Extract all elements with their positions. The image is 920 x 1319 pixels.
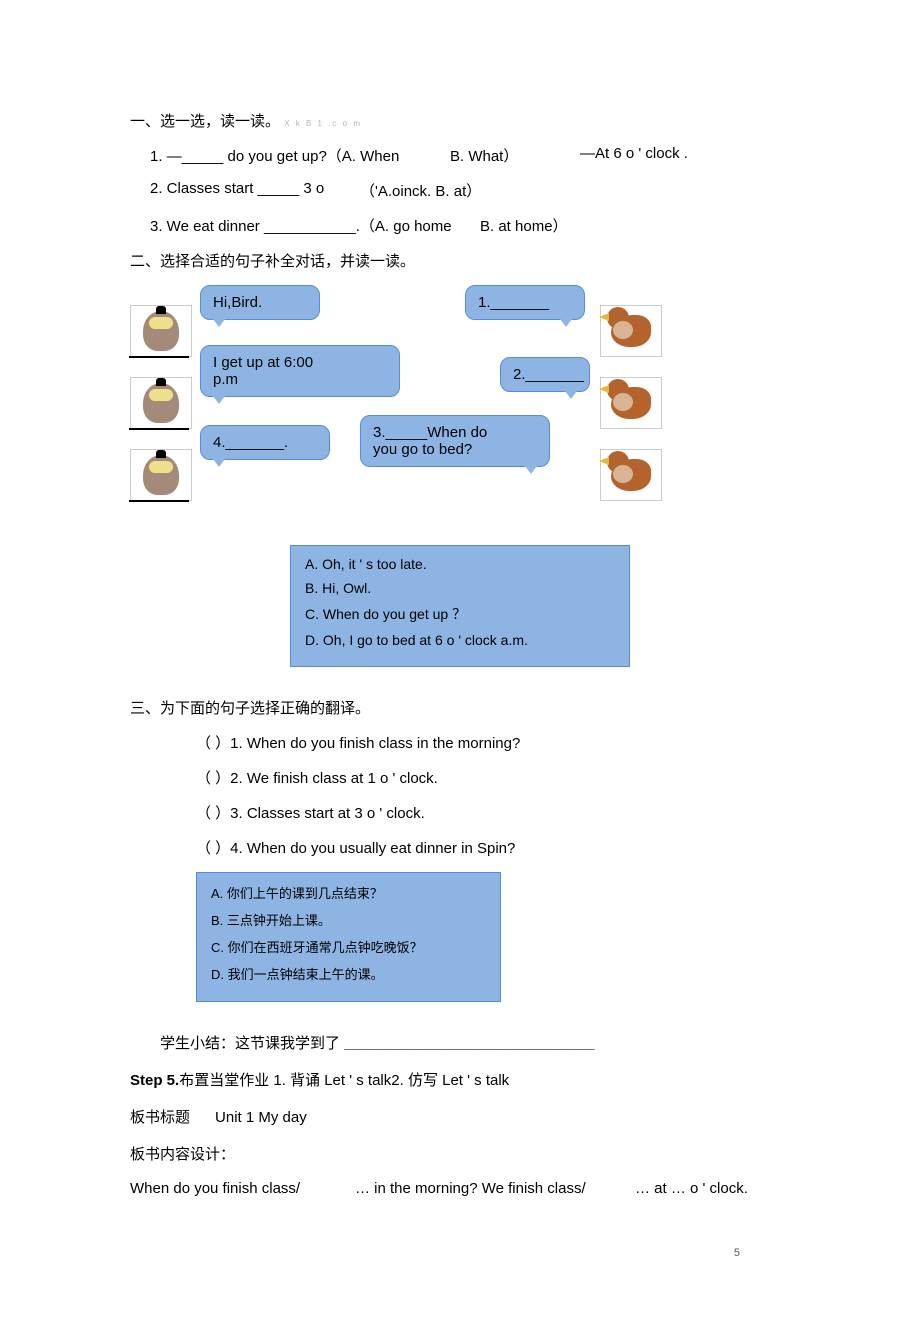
step5-line: Step 5.布置当堂作业 1. 背诵 Let ' s talk2. 仿写 Le… [130, 1069, 790, 1090]
dialogue-option-d: D. Oh, I go to bed at 6 o ' clock a.m. [305, 632, 615, 648]
q3-line: 3. We eat dinner ___________.（A. go home… [130, 215, 790, 236]
bubble-bird-1-text: 1._______ [478, 294, 549, 311]
dialogue-option-b: B. Hi, Owl. [305, 580, 615, 596]
owl-avatar-1 [130, 305, 192, 357]
translation-options-box: A. 你们上午的课到几点结束？ B. 三点钟开始上课。 C. 你们在西班牙通常几… [196, 872, 501, 1002]
bubble-owl-1: Hi,Bird. [200, 285, 320, 320]
trans-q3: （ ）3. Classes start at 3 o ' clock. [196, 802, 790, 823]
bubble-owl-3-text: 4._______. [213, 434, 288, 451]
page-number: 5 [130, 1247, 790, 1259]
section1-title: 一、选一选，读一读。 [130, 113, 280, 130]
board-design-label: 板书内容设计： [130, 1143, 790, 1164]
trans-q4: （ ）4. When do you usually eat dinner in … [196, 837, 790, 858]
bubble-owl-2-line2: p.m [213, 371, 387, 388]
trans-option-d: D. 我们一点钟结束上午的课。 [211, 964, 486, 983]
board-title-label: 板书标题 [130, 1109, 190, 1126]
bubble-bird-3-line1: 3._____When do [373, 424, 537, 441]
trans-option-b: B. 三点钟开始上课。 [211, 910, 486, 929]
section1-heading: 一、选一选，读一读。 X k B 1 .c o m [130, 110, 790, 131]
board-title-value: Unit 1 My day [215, 1109, 307, 1126]
bubble-bird-1: 1._______ [465, 285, 585, 320]
summary-blank: ______________________________ [344, 1035, 594, 1052]
trans-q1: （ ）1. When do you finish class in the mo… [196, 732, 790, 753]
bubble-bird-3-line2: you go to bed? [373, 441, 537, 458]
board-line-b: … in the morning? We finish class/ [355, 1180, 635, 1197]
owl-avatar-3 [130, 449, 192, 501]
q3-mid: B. at home） [480, 215, 568, 236]
bubble-owl-1-text: Hi,Bird. [213, 294, 262, 311]
q2-line: 2. Classes start _____ 3 o （'A.oinck. B.… [130, 180, 790, 201]
section2-heading: 二、选择合适的句子补全对话，并读一读。 [130, 250, 790, 271]
bubble-owl-2: I get up at 6:00 p.m [200, 345, 400, 397]
board-content-line: When do you finish class/ … in the morni… [130, 1180, 790, 1197]
trans-option-a: A. 你们上午的课到几点结束？ [211, 883, 486, 902]
q1-pre: 1. —_____ do you get up?（A. When [150, 145, 450, 166]
bubble-bird-2: 2._______ [500, 357, 590, 392]
bird-avatar-3 [600, 449, 662, 501]
trans-q2: （ ）2. We finish class at 1 o ' clock. [196, 767, 790, 788]
owl-avatar-2 [130, 377, 192, 429]
q1-line: 1. —_____ do you get up?（A. When B. What… [130, 145, 790, 166]
q1-ans: —At 6 o ' clock . [580, 145, 688, 166]
dialogue-options-box: A. Oh, it ' s too late. B. Hi, Owl. C. W… [290, 545, 630, 667]
bird-avatar-1 [600, 305, 662, 357]
summary-label: 学生小结：这节课我学到了 [160, 1035, 340, 1052]
bubble-owl-2-line1: I get up at 6:00 [213, 354, 387, 371]
q2-pre: 2. Classes start _____ 3 o [150, 180, 360, 201]
q3-pre: 3. We eat dinner ___________.（A. go home [150, 215, 480, 236]
bubble-bird-3: 3._____When do you go to bed? [360, 415, 550, 467]
board-line-a: When do you finish class/ [130, 1180, 355, 1197]
summary-line: 学生小结：这节课我学到了 ___________________________… [130, 1032, 790, 1053]
q1-mid: B. What） [450, 145, 580, 166]
board-line-c: … at … o ' clock. [635, 1180, 748, 1197]
step5-label: Step 5. [130, 1072, 179, 1089]
board-title-line: 板书标题 Unit 1 My day [130, 1106, 790, 1127]
dialogue-area: Hi,Bird. I get up at 6:00 p.m 4._______.… [130, 285, 790, 535]
section3-heading: 三、为下面的句子选择正确的翻译。 [130, 697, 790, 718]
dialogue-option-c: C. When do you get up ？ [305, 604, 615, 624]
trans-option-c: C. 你们在西班牙通常几点钟吃晚饭？ [211, 937, 486, 956]
bubble-owl-3: 4._______. [200, 425, 330, 460]
bubble-bird-2-text: 2._______ [513, 366, 584, 383]
bird-avatar-2 [600, 377, 662, 429]
step5-text: 布置当堂作业 1. 背诵 Let ' s talk2. 仿写 Let ' s t… [179, 1072, 509, 1089]
q2-mid: （'A.oinck. B. at） [360, 180, 481, 201]
dialogue-option-a: A. Oh, it ' s too late. [305, 556, 615, 572]
watermark-text: X k B 1 .c o m [284, 119, 362, 128]
